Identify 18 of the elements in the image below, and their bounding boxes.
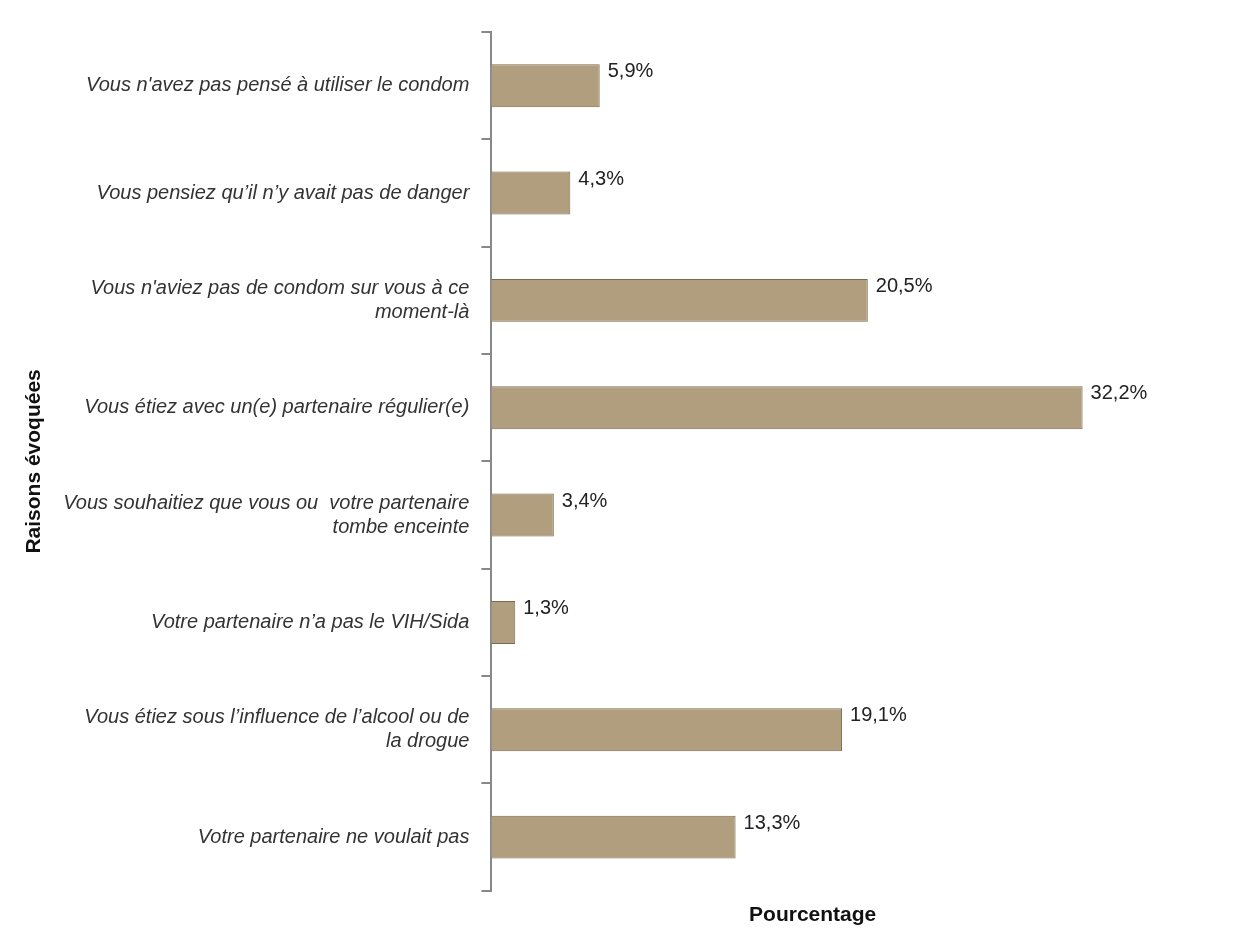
data-label: 3,4% (561, 488, 608, 511)
data-label: 13,3% (743, 810, 801, 833)
x-axis-title: Pourcentage (749, 902, 877, 926)
data-label: 20,5% (875, 273, 933, 296)
data-label: 5,9% (607, 59, 654, 82)
y-tick-label: Vous étiez avec un(e) partenaire régulier(e) (84, 395, 470, 418)
data-label: 32,2% (1090, 381, 1148, 404)
y-tick-label: Vous n'aviez pas de condom sur vous à ce moment-là (90, 275, 470, 322)
data-label: 1,3% (523, 595, 570, 618)
y-tick-label: Vous n'avez pas pensé à utiliser le condom (86, 73, 470, 96)
y-tick-label: Vous pensiez qu’il n’y avait pas de danger (96, 180, 471, 203)
y-axis-title: Raisons évoquées (21, 369, 45, 554)
y-tick-label: Vous souhaitiez que vous ou votre partenaire tombe enceinte (63, 490, 470, 537)
data-label: 4,3% (578, 166, 625, 189)
y-tick-label: Vous étiez sous l’influence de l’alcool ou de la drogue (84, 705, 470, 752)
y-tick-label: Votre partenaire n’a pas le VIH/Sida (151, 609, 470, 632)
y-tick-label: Votre partenaire ne voulait pas (197, 824, 470, 847)
data-label: 19,1% (850, 703, 907, 726)
